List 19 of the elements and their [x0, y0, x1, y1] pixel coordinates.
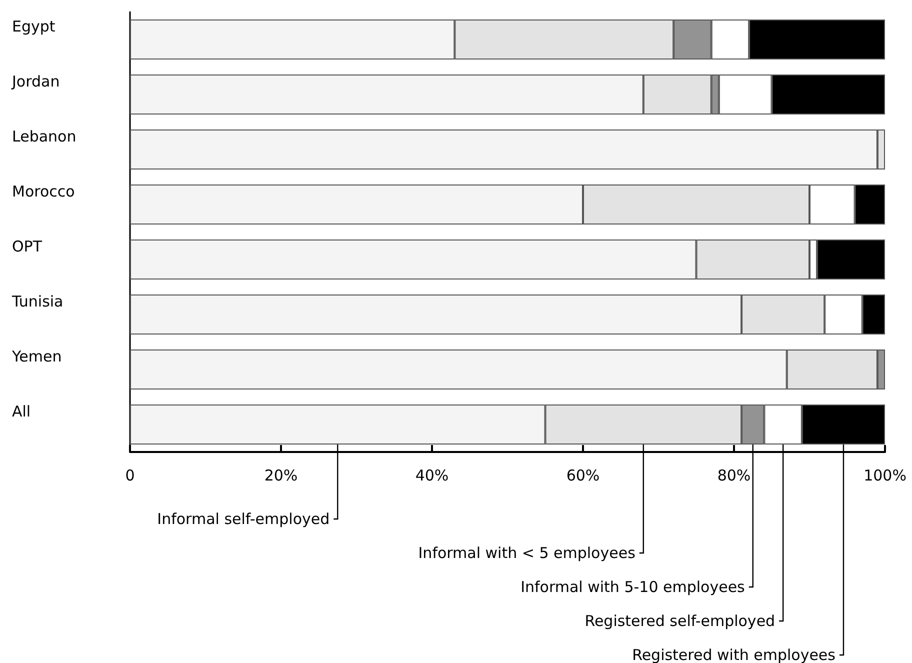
y-tick-label: OPT	[12, 238, 43, 256]
y-tick-label: Tunisia	[11, 292, 64, 310]
text: Informal with 5-10 employees	[520, 578, 746, 596]
y-tick-label: Lebanon	[12, 128, 76, 146]
text: Informal self-employed	[157, 510, 330, 528]
y-tick-label: Yemen	[11, 348, 62, 366]
y-tick-label: Morocco	[12, 182, 75, 200]
x-tick-label: 80%	[717, 466, 751, 484]
y-tick-label: Jordan	[11, 72, 60, 90]
text: Registered with employees	[632, 646, 836, 663]
y-tick-label: All	[12, 402, 31, 420]
x-tick-label: 100%	[864, 466, 906, 484]
y-tick-label: Egypt	[12, 18, 56, 36]
text: Registered self-employed	[584, 612, 776, 630]
x-tick-label: 20%	[264, 466, 298, 484]
x-tick-label: 40%	[415, 466, 449, 484]
x-tick-label: 60%	[566, 466, 600, 484]
text: Informal with < 5 employees	[418, 544, 636, 562]
x-tick-label: 0	[125, 466, 135, 484]
